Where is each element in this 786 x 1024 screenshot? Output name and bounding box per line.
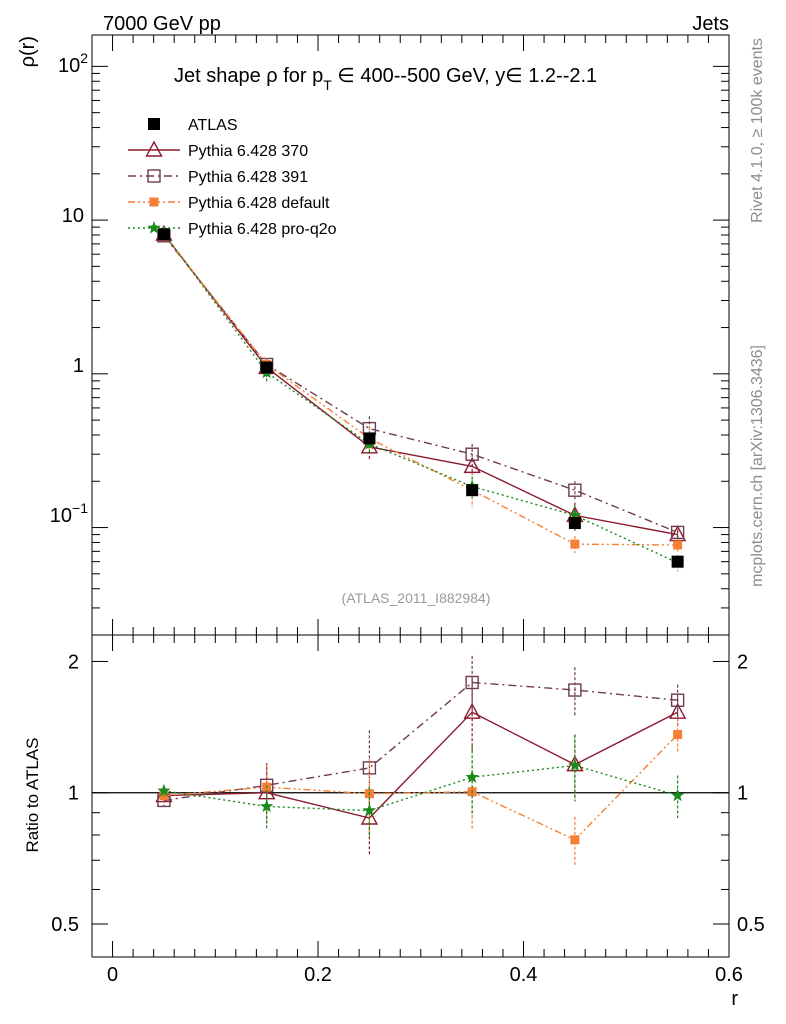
legend-label: Pythia 6.428 pro-q2o	[188, 221, 337, 238]
marker-triangle	[668, 702, 687, 719]
series-line	[163, 232, 678, 564]
marker-small-square	[570, 835, 580, 845]
marker-open-square	[670, 693, 685, 707]
ratio-series-line	[163, 681, 678, 802]
marker-atlas	[466, 484, 479, 497]
ratio-ytick-label-right: 1	[737, 783, 748, 805]
main-series-layer	[155, 224, 687, 572]
marker-open-square	[568, 683, 582, 697]
header-right: Jets	[692, 13, 729, 35]
marker-star	[671, 788, 685, 802]
marker-atlas	[157, 228, 170, 241]
ytick-label-100: 102	[58, 50, 88, 77]
main-series-pythia-6-428-pro-q2o	[157, 226, 685, 572]
marker-atlas	[363, 432, 376, 445]
legend-entry: Pythia 6.428 pro-q2o	[128, 221, 337, 238]
main-series-atlas	[157, 228, 684, 568]
ratio-series-line	[163, 711, 678, 819]
legend-label: ATLAS	[188, 117, 238, 134]
marker-open-square	[465, 675, 479, 690]
marker-triangle	[463, 456, 481, 474]
marker-star	[362, 803, 377, 817]
series-line	[163, 233, 678, 536]
marker-open-square	[147, 169, 161, 183]
marker-small-square	[673, 729, 683, 739]
series-line	[163, 234, 678, 546]
ratio-series-line	[163, 734, 679, 841]
marker-atlas	[148, 118, 160, 130]
ratio-ytick-label-right: 0.5	[737, 914, 765, 936]
xtick-label: 0	[107, 964, 118, 986]
marker-atlas	[671, 555, 684, 568]
marker-open-square	[465, 447, 479, 461]
ratio-ytick-label-left: 1	[68, 783, 79, 805]
main-series-pythia-6-428-default	[159, 230, 683, 554]
marker-atlas	[568, 517, 581, 530]
ratio-xlabel: r	[731, 988, 738, 1010]
marker-open-square	[670, 525, 685, 540]
marker-star	[157, 783, 171, 797]
main-series-pythia-6-428-370	[155, 224, 687, 542]
ratio-series-pythia-6-428-391	[157, 655, 685, 815]
ratio-series-layer	[155, 655, 687, 866]
xtick-label: 0.4	[510, 964, 538, 986]
rivet-label: Rivet 4.1.0, ≥ 100k events	[749, 38, 766, 223]
reference-label: (ATLAS_2011_I882984)	[342, 590, 491, 606]
legend-entry: Pythia 6.428 default	[128, 195, 330, 212]
chart-title: Jet shape ρ for pT ∈ 400--500 GeV, y∈ 1.…	[174, 65, 597, 93]
marker-small-square	[149, 197, 159, 207]
ytick-label-1: 1	[73, 355, 84, 377]
ratio-tick-labels: 0.5 0.5 1 1 2 2 0 0.2 0.4 0.6	[51, 651, 765, 986]
ratio-ytick-label-right: 2	[737, 651, 748, 673]
series-line	[163, 235, 678, 534]
marker-triangle	[145, 140, 163, 157]
marker-small-square	[570, 539, 580, 549]
legend-label: Pythia 6.428 370	[188, 143, 308, 160]
ratio-series-line	[163, 764, 678, 812]
main-axis-ticks	[92, 35, 730, 636]
xtick-label: 0.2	[304, 964, 332, 986]
legend-entry: Pythia 6.428 391	[128, 169, 308, 186]
legend: ATLAS Pythia 6.428 370 Pythia 6.428 391 Pyt…	[128, 117, 337, 238]
legend-entry: Pythia 6.428 370	[128, 140, 308, 160]
marker-star	[147, 221, 161, 234]
marker-star	[568, 758, 582, 772]
main-ylabel: ρ(r)	[17, 36, 39, 67]
marker-small-square	[673, 540, 683, 550]
ratio-panel-frame	[91, 634, 730, 958]
ratio-ytick-label-left: 0.5	[51, 914, 79, 936]
main-series-pythia-6-428-391	[157, 229, 685, 540]
marker-star	[260, 799, 274, 813]
marker-star	[568, 508, 582, 521]
ytick-label-10: 10	[62, 205, 84, 227]
legend-label: Pythia 6.428 default	[188, 195, 330, 212]
legend-entry: ATLAS	[148, 117, 238, 134]
ratio-axis-ticks	[92, 635, 730, 957]
marker-triangle	[463, 702, 481, 719]
xtick-label: 0.6	[715, 964, 743, 986]
ratio-series-pythia-6-428-default	[159, 718, 683, 866]
marker-star	[465, 770, 479, 783]
ratio-series-pythia-6-428-pro-q2o	[157, 735, 685, 838]
mcplots-label: mcplots.cern.ch [arXiv:1306.3436]	[749, 345, 766, 587]
ytick-label-0.1: 10−1	[50, 500, 88, 527]
marker-atlas	[260, 361, 273, 374]
ratio-series-pythia-6-428-370	[155, 678, 687, 857]
legend-label: Pythia 6.428 391	[188, 169, 308, 186]
ratio-ylabel: Ratio to ATLAS	[23, 738, 42, 853]
ratio-ytick-label-left: 2	[68, 651, 79, 673]
header-left: 7000 GeV pp	[103, 13, 221, 35]
marker-open-square	[568, 483, 582, 497]
